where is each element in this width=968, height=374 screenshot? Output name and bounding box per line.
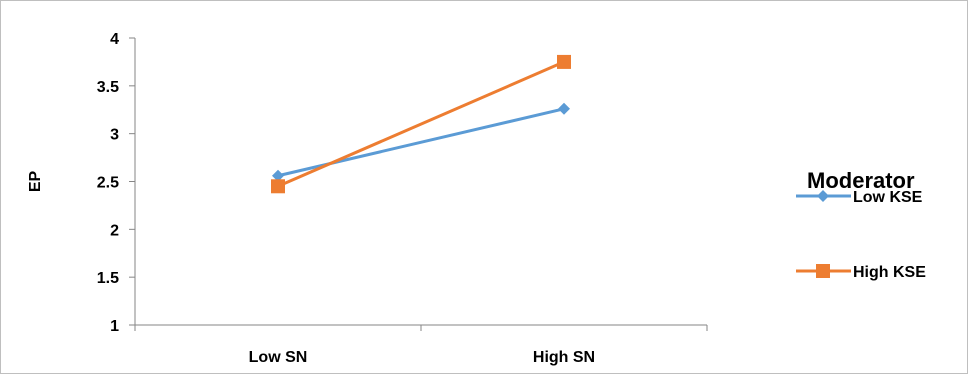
legend-label: Low KSE <box>853 189 923 206</box>
series-line <box>276 60 566 188</box>
data-point <box>558 102 570 115</box>
legend-swatch-marker <box>816 264 830 278</box>
y-tick-label: 3.5 <box>97 79 119 96</box>
y-axis-title: EP <box>27 171 44 193</box>
y-tick-label: 2.5 <box>97 175 119 192</box>
legend-item: High KSE <box>796 264 926 281</box>
y-tick-label: 1.5 <box>97 270 119 287</box>
legend-label: High KSE <box>853 264 926 281</box>
y-tick-label: 4 <box>110 31 119 48</box>
series-high-kse <box>271 54 571 194</box>
legend-swatch-marker <box>817 190 829 202</box>
x-category-label: High SN <box>533 349 595 366</box>
y-tick-label: 1 <box>110 318 119 335</box>
series-line <box>276 107 566 178</box>
axes: 1 1.5 2 2.5 3 3.5 4 Low SN High SN EP <box>27 31 708 366</box>
series-layer <box>271 54 571 194</box>
legend-item: Low KSE <box>796 189 923 206</box>
data-point <box>271 179 285 194</box>
data-point <box>272 169 284 182</box>
data-point <box>557 54 571 69</box>
legend-title: Moderator <box>807 168 915 193</box>
y-tick-label: 2 <box>110 222 119 239</box>
y-tick-label: 3 <box>110 127 119 144</box>
x-category-label: Low SN <box>249 349 308 366</box>
